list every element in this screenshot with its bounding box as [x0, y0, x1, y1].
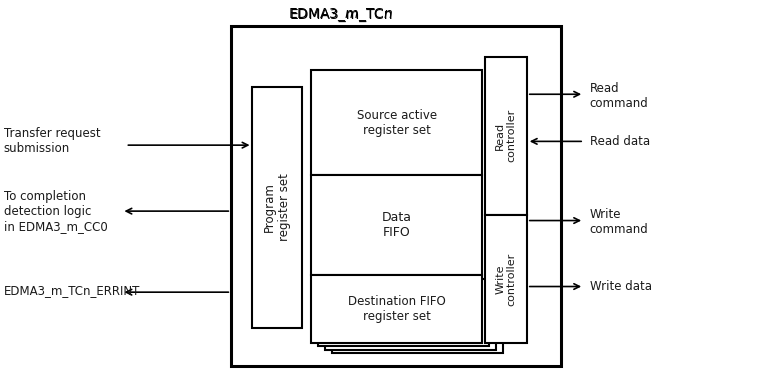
Text: EDMA3_$m$_TC$n$: EDMA3_$m$_TC$n$ — [289, 7, 394, 23]
Bar — [311, 175, 482, 275]
Text: Program
register set: Program register set — [263, 173, 291, 241]
Bar — [311, 275, 482, 343]
Text: Write
command: Write command — [590, 208, 648, 236]
Text: EDMA3_m_TCn: EDMA3_m_TCn — [289, 8, 393, 22]
Text: Write
controller: Write controller — [495, 252, 517, 306]
Text: EDMA3_m_TCn_ERRINT: EDMA3_m_TCn_ERRINT — [4, 284, 140, 297]
Text: Data
FIFO: Data FIFO — [382, 211, 412, 239]
Bar — [332, 285, 503, 353]
Text: Write data: Write data — [590, 280, 652, 293]
Bar — [485, 215, 527, 343]
Bar — [311, 70, 482, 175]
Bar — [252, 87, 302, 328]
Text: Read
command: Read command — [590, 82, 648, 110]
Text: To completion
detection logic
in EDMA3_m_CC0: To completion detection logic in EDMA3_m… — [4, 190, 107, 233]
Bar — [231, 26, 561, 366]
Bar — [318, 279, 489, 346]
Text: Source active
register set: Source active register set — [357, 109, 437, 136]
Bar — [485, 57, 527, 215]
Text: Read
controller: Read controller — [495, 109, 517, 162]
Text: Transfer request
submission: Transfer request submission — [4, 127, 100, 155]
Text: Destination FIFO
register set: Destination FIFO register set — [348, 295, 445, 323]
Text: Read data: Read data — [590, 135, 650, 148]
Bar — [325, 282, 496, 350]
